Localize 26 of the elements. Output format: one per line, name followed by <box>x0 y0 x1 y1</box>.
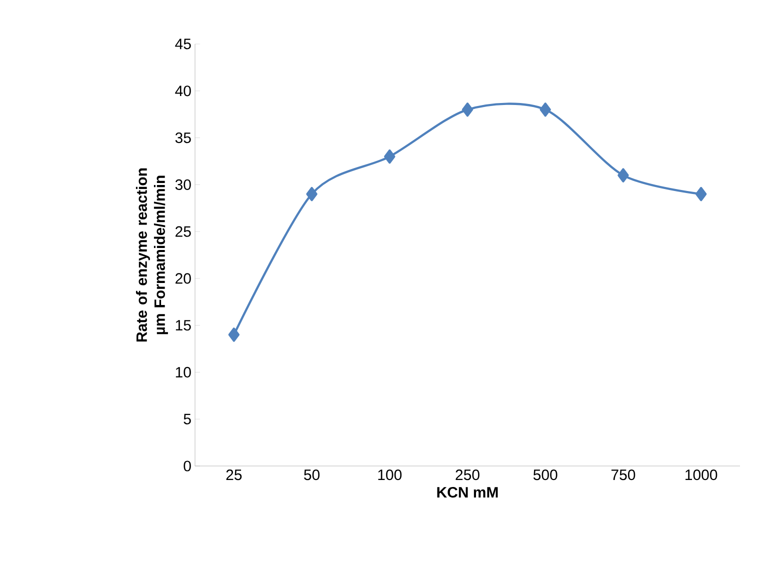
x-tick-label: 750 <box>611 470 636 480</box>
y-axis-title: Rate of enzyme reaction µm Formamide/ml/min <box>136 168 168 342</box>
x-tick-label: 500 <box>533 470 558 480</box>
y-tick-label: 5 <box>184 414 191 424</box>
point <box>540 102 551 117</box>
point <box>695 186 707 202</box>
y-tick-label: 10 <box>176 366 191 378</box>
y-tick-label: 20 <box>176 273 191 284</box>
y-tick-label: 40 <box>175 86 191 96</box>
x-axis-title: KCN mM <box>437 486 498 498</box>
x-tick-label: 250 <box>456 470 480 480</box>
y-tick-label: 35 <box>175 132 191 144</box>
y-tick-label: 15 <box>176 320 191 331</box>
point <box>384 149 396 164</box>
point <box>462 102 474 117</box>
y-tick-label: 0 <box>184 460 191 472</box>
y-tick-label: 30 <box>175 179 191 190</box>
y-tick-label: 45 <box>175 38 191 50</box>
y-tick-label: 25 <box>176 226 191 237</box>
x-tick-label: 100 <box>378 470 402 480</box>
x-tick-label: 1000 <box>686 470 718 480</box>
point <box>306 186 318 202</box>
point <box>228 328 240 342</box>
point <box>618 168 629 182</box>
x-tick-label: 25 <box>226 470 242 480</box>
x-tick-label: 50 <box>304 470 320 480</box>
